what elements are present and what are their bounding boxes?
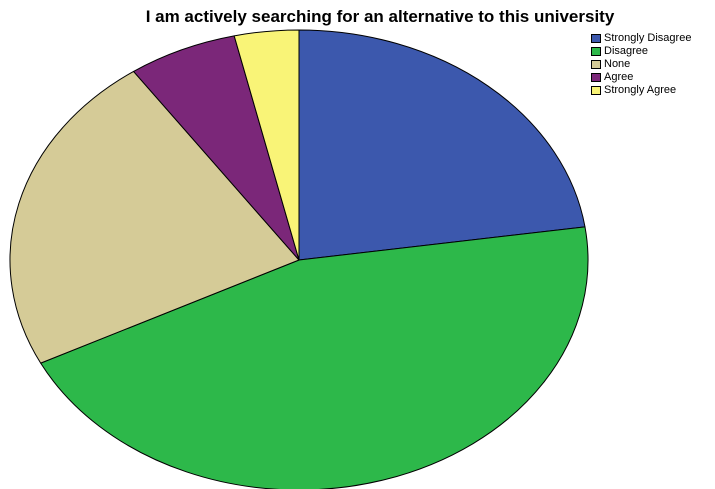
legend-label: Disagree bbox=[604, 45, 649, 57]
legend-swatch bbox=[591, 47, 601, 56]
legend-item: Strongly Agree bbox=[591, 84, 691, 97]
chart-legend: Strongly Disagree Disagree None Agree Strong… bbox=[591, 32, 691, 97]
pie-slice-disagree bbox=[40, 226, 589, 489]
pie-slices bbox=[9, 29, 589, 489]
legend-label: Agree bbox=[604, 71, 634, 83]
legend-item: None bbox=[591, 58, 691, 71]
legend-label: Strongly Disagree bbox=[604, 32, 692, 44]
legend-swatch bbox=[591, 34, 601, 43]
legend-item: Disagree bbox=[591, 45, 691, 58]
chart-title: I am actively searching for an alternati… bbox=[145, 7, 615, 26]
pie-slice-strongly-agree bbox=[233, 29, 300, 261]
legend-label: None bbox=[604, 58, 631, 70]
legend-label: Strongly Agree bbox=[604, 84, 677, 96]
legend-swatch bbox=[591, 60, 601, 69]
pie-slice-strongly-disagree bbox=[298, 29, 586, 261]
pie-slice-none bbox=[9, 70, 300, 364]
legend-swatch bbox=[591, 73, 601, 82]
legend-swatch bbox=[591, 86, 601, 95]
legend-item: Agree bbox=[591, 71, 691, 84]
legend-item: Strongly Disagree bbox=[591, 32, 691, 45]
